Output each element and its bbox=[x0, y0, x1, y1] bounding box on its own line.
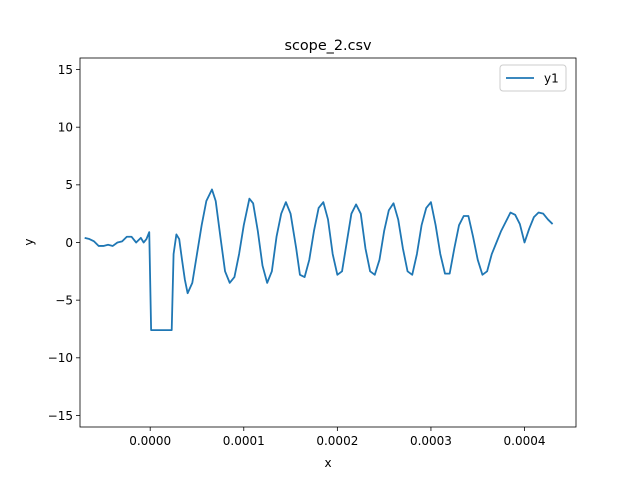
legend: y1 bbox=[499, 64, 567, 92]
y-axis: −15 −10 −5 0 5 10 15 bbox=[48, 63, 80, 423]
x-tick-label: 0.0001 bbox=[223, 434, 265, 448]
x-tick-label: 0.0003 bbox=[410, 434, 452, 448]
legend-label: y1 bbox=[544, 71, 559, 85]
x-tick-label: 0.0004 bbox=[504, 434, 546, 448]
y-tick-label: 10 bbox=[58, 120, 73, 134]
y-tick-label: −10 bbox=[48, 351, 73, 365]
y-tick-label: 5 bbox=[65, 178, 73, 192]
y-axis-label: y bbox=[22, 238, 36, 245]
series-line-y1 bbox=[84, 188, 554, 332]
x-tick-label: 0.0002 bbox=[316, 434, 358, 448]
x-tick-label: 0.0000 bbox=[129, 434, 171, 448]
y-tick-label: 15 bbox=[58, 63, 73, 77]
x-axis-label: x bbox=[324, 456, 331, 470]
chart-title: scope_2.csv bbox=[284, 38, 372, 54]
y-tick-label: −5 bbox=[55, 293, 73, 307]
y-tick-label: 0 bbox=[65, 236, 73, 250]
y-tick-label: −15 bbox=[48, 409, 73, 423]
x-axis: 0.0000 0.0001 0.0002 0.0003 0.0004 bbox=[129, 427, 546, 448]
